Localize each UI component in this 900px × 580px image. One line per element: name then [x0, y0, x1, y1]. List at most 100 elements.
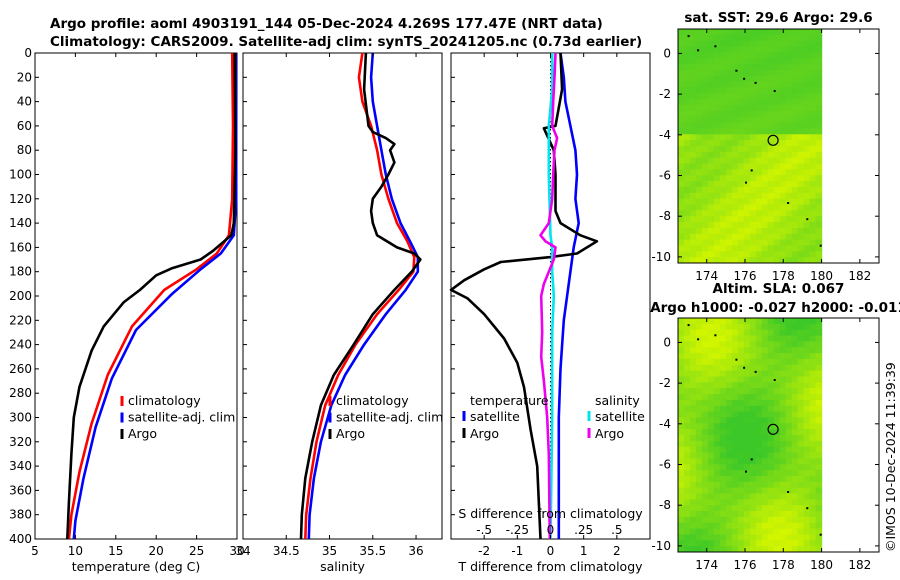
- map-cell: [678, 233, 685, 241]
- map-cell: [701, 470, 709, 477]
- map-cell: [767, 399, 775, 407]
- map-cell: [797, 186, 805, 194]
- map-cell: [749, 122, 757, 129]
- map-cell: [785, 34, 793, 42]
- map-cell: [803, 399, 811, 407]
- map-cell: [767, 323, 775, 331]
- map-cell: [731, 528, 739, 535]
- island: [773, 90, 776, 92]
- map-cell: [791, 540, 799, 547]
- map-cell: [809, 216, 817, 223]
- map-cell: [690, 370, 697, 377]
- map-y-tick-label: -4: [659, 128, 671, 142]
- map-cell: [761, 245, 769, 252]
- map-cell: [749, 81, 757, 89]
- map-cell: [690, 69, 697, 77]
- map-cell: [737, 192, 745, 200]
- map-cell: [713, 87, 721, 94]
- map-cell: [713, 405, 721, 413]
- map-cell: [791, 546, 799, 553]
- map-cell: [725, 216, 733, 223]
- map-cell: [749, 534, 757, 541]
- map-cell: [684, 353, 691, 360]
- map-cell: [701, 481, 709, 489]
- map-cell: [725, 341, 733, 348]
- map-cell: [803, 233, 811, 241]
- map-cell: [743, 81, 751, 89]
- map-cell: [809, 522, 817, 530]
- map-cell: [707, 257, 715, 264]
- x-axis-label: temperature (deg C): [72, 559, 201, 574]
- map-cell: [785, 417, 793, 424]
- map-cell: [713, 192, 721, 200]
- map-cell: [690, 487, 697, 494]
- map-cell: [779, 353, 787, 360]
- map-cell: [755, 222, 763, 229]
- map-cell: [785, 52, 793, 59]
- map-cell: [725, 499, 733, 506]
- map-cell: [701, 516, 709, 524]
- map-cell: [707, 151, 715, 159]
- map-cell: [725, 128, 733, 135]
- map-cell: [785, 528, 793, 535]
- map-cell: [785, 522, 793, 530]
- map-cell: [713, 382, 721, 389]
- map-cell: [725, 446, 733, 454]
- map-cell: [719, 505, 727, 512]
- map-cell: [761, 376, 769, 383]
- map-cell: [713, 364, 721, 372]
- map-cell: [743, 429, 751, 436]
- map-cell: [713, 516, 721, 524]
- map-cell: [725, 233, 733, 241]
- map-cell: [743, 423, 751, 430]
- map-cell: [815, 470, 823, 477]
- map-cell: [701, 69, 709, 77]
- map-cell: [803, 493, 811, 500]
- map-cell: [707, 140, 715, 147]
- map-cell: [725, 452, 733, 459]
- map-cell: [678, 34, 685, 42]
- map-cell: [797, 388, 805, 395]
- map-cell: [761, 29, 769, 36]
- map-cell: [767, 257, 775, 264]
- map-cell: [761, 382, 769, 389]
- y-tick-label: 160: [9, 240, 32, 254]
- island: [750, 458, 753, 461]
- x-tick-label: 1: [580, 544, 588, 558]
- map-cell: [815, 245, 823, 252]
- map-cell: [719, 440, 727, 448]
- map-cell: [684, 93, 691, 100]
- map-cell: [678, 394, 685, 401]
- map-cell: [755, 251, 763, 258]
- map-cell: [815, 75, 823, 83]
- map-cell: [713, 204, 721, 211]
- map-cell: [690, 198, 697, 205]
- map-cell: [713, 163, 721, 170]
- map-cell: [731, 116, 739, 124]
- map-cell: [684, 157, 691, 165]
- map-cell: [749, 435, 757, 442]
- series-temperature-satellite: [557, 52, 580, 539]
- map-cell: [731, 122, 739, 129]
- map-cell: [701, 186, 709, 194]
- map-cell: [791, 353, 799, 360]
- map-cell: [707, 163, 715, 170]
- map-cell: [797, 52, 805, 59]
- map-cell: [779, 40, 787, 48]
- map-cell: [743, 458, 751, 465]
- map-cell: [731, 534, 739, 541]
- map-cell: [761, 499, 769, 506]
- map-cell: [779, 323, 787, 331]
- map-cell: [707, 146, 715, 153]
- map-cell: [809, 534, 817, 541]
- map-cell: [695, 64, 703, 71]
- map-cell: [737, 341, 745, 348]
- map-cell: [737, 376, 745, 383]
- map-cell: [803, 64, 811, 71]
- map-cell: [797, 192, 805, 200]
- map-cell: [815, 46, 823, 53]
- map-cell: [797, 511, 805, 518]
- map-cell: [713, 251, 721, 258]
- map-cell: [695, 110, 703, 118]
- map-cell: [737, 347, 745, 354]
